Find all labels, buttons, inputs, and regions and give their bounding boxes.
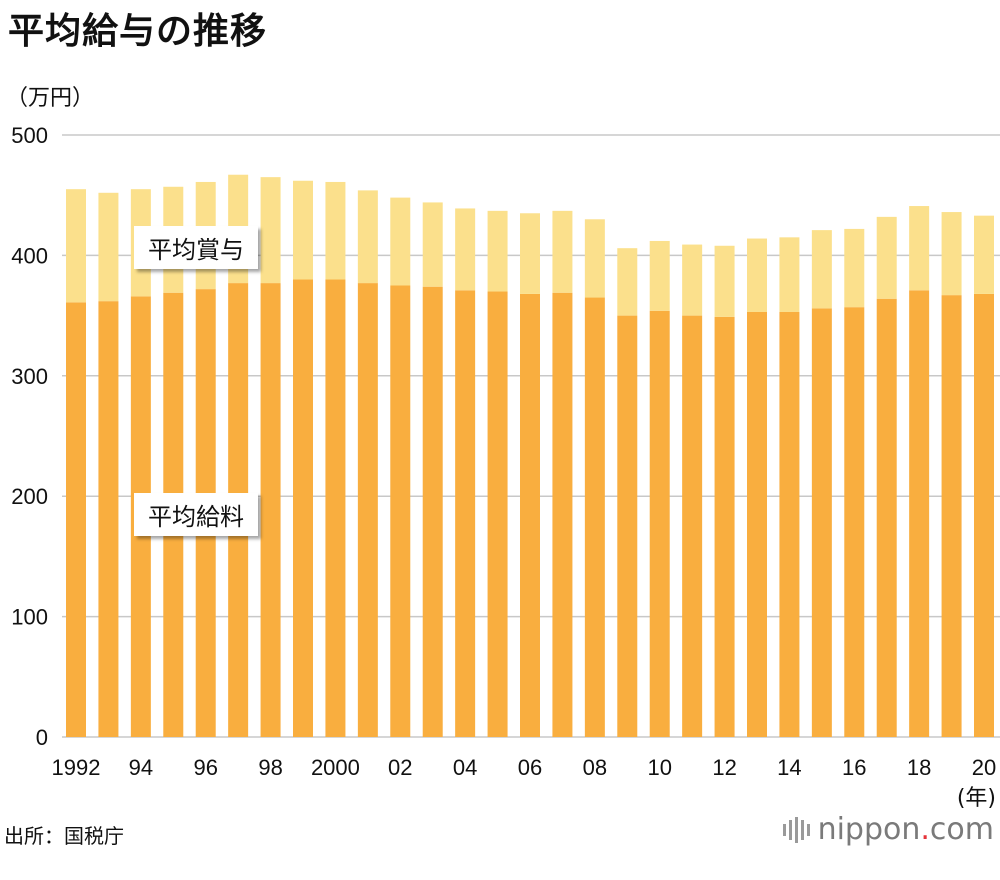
bar-salary xyxy=(779,311,800,737)
bar-bonus xyxy=(293,180,313,280)
bar-bonus xyxy=(617,248,638,316)
bar-bonus xyxy=(779,237,800,312)
bar-salary xyxy=(357,283,378,737)
bar-bonus xyxy=(390,197,411,286)
bar-bonus xyxy=(584,219,605,298)
bar-salary xyxy=(714,316,735,737)
bar-salary xyxy=(455,290,476,737)
bar-salary xyxy=(876,298,897,737)
series-label-salary: 平均給料 xyxy=(134,493,258,536)
x-tick-label: 98 xyxy=(258,755,282,780)
bar-bonus xyxy=(714,245,735,317)
y-tick-label: 100 xyxy=(11,605,48,630)
bar-bonus xyxy=(649,240,670,311)
bar-salary xyxy=(487,291,508,737)
bar-salary xyxy=(617,315,638,737)
bar-salary xyxy=(844,307,865,737)
bar-bonus xyxy=(520,213,540,294)
bar-bonus xyxy=(909,206,930,291)
x-tick-label: 2000 xyxy=(311,755,360,780)
y-tick-label: 200 xyxy=(11,484,48,509)
bar-bonus xyxy=(811,230,832,309)
source-note: 出所：国税庁 xyxy=(4,824,124,848)
bar-bonus xyxy=(876,216,897,299)
bar-salary xyxy=(552,292,573,737)
bar-bonus xyxy=(325,181,346,280)
bar-bonus xyxy=(844,228,865,308)
bar-salary xyxy=(649,310,670,737)
bar-salary xyxy=(682,315,703,737)
bar-salary xyxy=(909,290,930,737)
chart-title: 平均給与の推移 xyxy=(8,11,268,52)
x-tick-label: 10 xyxy=(647,755,671,780)
bar-bonus xyxy=(941,212,962,296)
bar-bonus xyxy=(455,208,476,291)
x-tick-label: 1992 xyxy=(52,755,101,780)
x-tick-label: 94 xyxy=(129,755,153,780)
x-tick-label: 96 xyxy=(193,755,217,780)
bar-salary xyxy=(584,297,605,737)
y-tick-label: 0 xyxy=(36,725,48,750)
x-axis-unit-label: (年) xyxy=(956,786,996,811)
bar-bonus xyxy=(357,190,378,284)
x-tick-label: 02 xyxy=(388,755,412,780)
bar-salary xyxy=(325,279,346,737)
bar-salary xyxy=(811,308,832,737)
y-tick-label: 300 xyxy=(11,364,48,389)
x-tick-label: 20 xyxy=(972,755,996,780)
x-tick-label: 14 xyxy=(777,755,801,780)
bar-salary xyxy=(66,302,86,737)
bar-bonus xyxy=(260,177,281,284)
x-tick-label: 16 xyxy=(842,755,866,780)
bar-bonus xyxy=(552,210,573,293)
series-label-bonus: 平均賞与 xyxy=(134,226,258,269)
bar-salary xyxy=(98,301,119,737)
bar-salary xyxy=(974,293,994,737)
logo-bars-icon xyxy=(782,816,810,843)
x-tick-label: 08 xyxy=(583,755,607,780)
x-tick-label: 12 xyxy=(712,755,736,780)
bar-bonus xyxy=(422,202,443,287)
bar-salary xyxy=(941,295,962,737)
logo-suffix: com xyxy=(929,812,994,847)
y-axis-unit-label: （万円） xyxy=(6,86,95,111)
bar-bonus xyxy=(487,210,508,292)
bar-salary xyxy=(520,293,540,737)
bar-salary xyxy=(390,285,411,737)
bar-salary xyxy=(293,279,313,737)
logo-dot: . xyxy=(920,812,930,847)
bar-bonus xyxy=(66,189,86,303)
x-tick-label: 18 xyxy=(907,755,931,780)
bar-bonus xyxy=(98,192,119,302)
bar-bonus xyxy=(682,244,703,316)
x-tick-label: 04 xyxy=(453,755,477,780)
bar-salary xyxy=(260,283,281,737)
bar-salary xyxy=(422,286,443,737)
y-tick-label: 400 xyxy=(11,243,48,268)
y-tick-label: 500 xyxy=(11,123,48,148)
logo-text: nippon xyxy=(817,812,921,847)
x-tick-label: 06 xyxy=(518,755,542,780)
nippon-com-logo: nippon. com xyxy=(782,812,994,847)
bar-bonus xyxy=(974,215,994,294)
bar-salary xyxy=(747,311,767,737)
bar-bonus xyxy=(747,238,767,312)
